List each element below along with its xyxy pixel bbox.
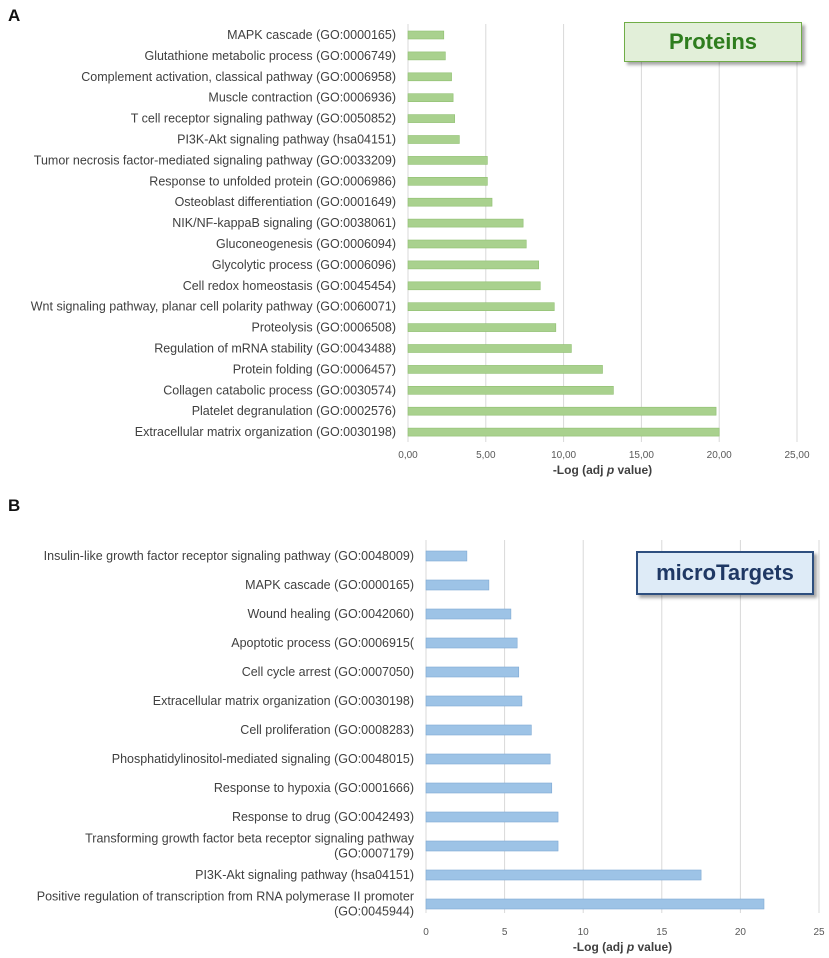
x-tick-label-b-5: 25 — [813, 927, 825, 938]
bar-b-4 — [425, 666, 520, 678]
category-label-a-10: Gluconeogenesis (GO:0006094) — [216, 237, 396, 251]
category-label-a-16: Protein folding (GO:0006457) — [233, 362, 396, 376]
x-tick-label-b-0: 0 — [423, 927, 429, 938]
bar-a-17 — [407, 385, 614, 395]
bar-a-9 — [407, 218, 524, 228]
microtargets-badge: microTargets — [636, 551, 814, 595]
bar-b-2 — [425, 608, 512, 620]
category-label-a-14: Proteolysis (GO:0006508) — [251, 321, 396, 335]
category-label-b-7: Phosphatidylinositol-mediated signaling … — [112, 752, 414, 766]
category-label-b-8: Response to hypoxia (GO:0001666) — [214, 781, 414, 795]
x-tick-label-a-0: 0,00 — [398, 450, 418, 461]
category-label-a-8: Osteoblast differentiation (GO:0001649) — [175, 195, 396, 209]
category-label-b-5: Extracellular matrix organization (GO:00… — [153, 694, 414, 708]
category-label-a-2: Complement activation, classical pathway… — [81, 70, 396, 84]
x-tick-label-b-4: 20 — [735, 927, 747, 938]
category-label-a-19: Extracellular matrix organization (GO:00… — [135, 425, 396, 439]
x-tick-label-a-1: 5,00 — [476, 450, 496, 461]
category-label-a-12: Cell redox homeostasis (GO:0045454) — [183, 279, 396, 293]
category-label-a-4: T cell receptor signaling pathway (GO:00… — [131, 112, 396, 126]
category-label-a-13: Wnt signaling pathway, planar cell polar… — [31, 300, 396, 314]
x-tick-label-a-2: 10,00 — [551, 450, 576, 461]
category-label-b-11: PI3K-Akt signaling pathway (hsa04151) — [195, 868, 414, 882]
panel-b-label: B — [8, 496, 21, 515]
bar-a-14 — [407, 323, 557, 332]
bar-a-18 — [407, 406, 717, 416]
x-tick-label-a-4: 20,00 — [707, 450, 732, 461]
bar-a-12 — [407, 281, 541, 291]
category-label-a-5: PI3K-Akt signaling pathway (hsa04151) — [177, 133, 396, 147]
category-label-a-15: Regulation of mRNA stability (GO:0043488… — [154, 342, 396, 356]
category-label-b-0: Insulin-like growth factor receptor sign… — [44, 549, 414, 563]
x-tick-label-b-1: 5 — [502, 927, 508, 938]
bar-a-2 — [407, 72, 452, 82]
bar-a-7 — [407, 177, 488, 186]
bar-a-11 — [407, 260, 540, 270]
x-axis-title-a: -Log (adj p value) — [553, 463, 652, 477]
category-label-a-7: Response to unfolded protein (GO:0006986… — [149, 174, 396, 188]
bar-b-5 — [425, 695, 523, 707]
category-label-a-9: NIK/NF-kappaB signaling (GO:0038061) — [172, 216, 396, 230]
bar-b-1 — [425, 579, 490, 591]
bar-b-9 — [425, 811, 559, 823]
x-tick-label-b-3: 15 — [656, 927, 668, 938]
category-label-a-0: MAPK cascade (GO:0000165) — [227, 28, 396, 42]
category-label-b-6: Cell proliferation (GO:0008283) — [240, 723, 414, 737]
category-label-a-1: Glutathione metabolic process (GO:000674… — [144, 49, 396, 63]
x-axis-title-b: -Log (adj p value) — [573, 940, 672, 954]
category-label-b-4: Cell cycle arrest (GO:0007050) — [242, 665, 414, 679]
x-tick-label-a-5: 25,00 — [784, 450, 809, 461]
bar-a-10 — [407, 239, 527, 249]
bar-b-10 — [425, 840, 559, 852]
bar-b-11 — [425, 869, 702, 881]
panel-a-label: A — [8, 6, 21, 25]
category-label-b-12: Positive regulation of transcription fro… — [37, 890, 414, 919]
category-label-a-17: Collagen catabolic process (GO:0030574) — [163, 383, 396, 397]
bar-b-8 — [425, 782, 553, 794]
category-label-b-2: Wound healing (GO:0042060) — [247, 607, 414, 621]
category-label-a-3: Muscle contraction (GO:0006936) — [208, 91, 396, 105]
bar-b-3 — [425, 637, 518, 649]
bar-a-13 — [407, 302, 555, 312]
bar-a-8 — [407, 197, 493, 207]
bar-a-4 — [407, 114, 455, 123]
category-label-b-9: Response to drug (GO:0042493) — [232, 810, 414, 824]
x-tick-label-a-3: 15,00 — [629, 450, 654, 461]
proteins-chart: 0,00 5,00 10,00 15,00 20,00 25,00 MAPK cascade… — [31, 24, 810, 477]
bar-a-6 — [407, 156, 488, 165]
category-label-b-10: Transforming growth factor beta receptor… — [85, 832, 415, 861]
bar-a-1 — [407, 51, 446, 61]
bar-a-3 — [407, 93, 454, 102]
proteins-badge: Proteins — [624, 22, 802, 62]
x-tick-label-b-2: 10 — [578, 927, 590, 938]
category-label-b-3: Apoptotic process (GO:0006915( — [231, 636, 415, 650]
bar-a-0 — [407, 30, 445, 40]
category-label-a-6: Tumor necrosis factor-mediated signaling… — [34, 153, 396, 167]
category-label-a-18: Platelet degranulation (GO:0002576) — [192, 404, 396, 418]
bar-b-6 — [425, 724, 532, 736]
bar-a-19 — [407, 427, 720, 437]
bar-b-12 — [425, 898, 765, 910]
category-label-b-1: MAPK cascade (GO:0000165) — [245, 578, 414, 592]
bar-a-16 — [407, 365, 603, 374]
bar-b-7 — [425, 753, 551, 765]
category-label-a-11: Glycolytic process (GO:0006096) — [212, 258, 396, 272]
bar-a-5 — [407, 135, 460, 144]
bar-a-15 — [407, 344, 572, 353]
bar-b-0 — [425, 550, 468, 562]
